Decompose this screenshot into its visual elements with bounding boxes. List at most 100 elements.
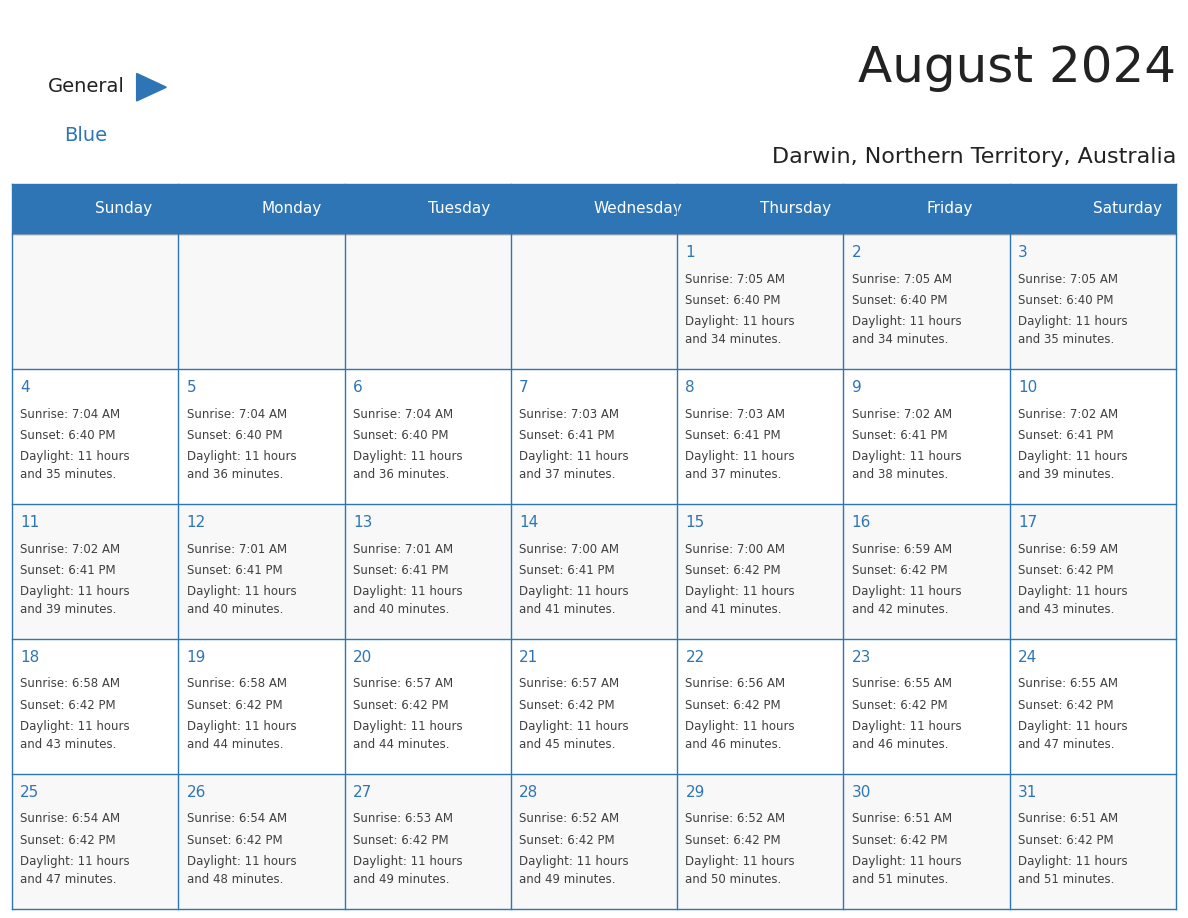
Bar [677, 504, 843, 639]
Text: Daylight: 11 hours: Daylight: 11 hours [852, 720, 961, 733]
Text: and 49 minutes.: and 49 minutes. [519, 873, 615, 886]
Text: 5: 5 [187, 380, 196, 395]
Bar [12, 774, 178, 909]
Text: Sunrise: 6:59 AM: Sunrise: 6:59 AM [852, 543, 952, 555]
Text: Daylight: 11 hours: Daylight: 11 hours [685, 315, 795, 328]
Text: Daylight: 11 hours: Daylight: 11 hours [1018, 585, 1127, 598]
Text: Daylight: 11 hours: Daylight: 11 hours [519, 585, 628, 598]
Text: Sunset: 6:42 PM: Sunset: 6:42 PM [20, 699, 115, 711]
Bar [345, 774, 511, 909]
Text: Sunset: 6:41 PM: Sunset: 6:41 PM [519, 564, 614, 577]
Text: August 2024: August 2024 [858, 44, 1176, 92]
Text: and 38 minutes.: and 38 minutes. [852, 468, 948, 481]
Bar [178, 639, 345, 774]
Text: 15: 15 [685, 515, 704, 530]
Text: and 36 minutes.: and 36 minutes. [187, 468, 283, 481]
Text: Daylight: 11 hours: Daylight: 11 hours [353, 585, 462, 598]
Text: and 46 minutes.: and 46 minutes. [852, 738, 948, 751]
Text: Daylight: 11 hours: Daylight: 11 hours [519, 720, 628, 733]
Text: 14: 14 [519, 515, 538, 530]
Text: Sunset: 6:42 PM: Sunset: 6:42 PM [353, 699, 448, 711]
Text: Daylight: 11 hours: Daylight: 11 hours [187, 720, 296, 733]
Text: and 50 minutes.: and 50 minutes. [685, 873, 782, 886]
Text: and 46 minutes.: and 46 minutes. [685, 738, 782, 751]
Text: Daylight: 11 hours: Daylight: 11 hours [187, 585, 296, 598]
Text: and 36 minutes.: and 36 minutes. [353, 468, 449, 481]
Text: 16: 16 [852, 515, 871, 530]
Text: Daylight: 11 hours: Daylight: 11 hours [20, 585, 129, 598]
Bar [677, 774, 843, 909]
Text: Sunset: 6:42 PM: Sunset: 6:42 PM [685, 834, 781, 846]
Bar [843, 234, 1010, 369]
Bar [843, 504, 1010, 639]
Text: Sunrise: 7:04 AM: Sunrise: 7:04 AM [187, 408, 286, 420]
Text: and 43 minutes.: and 43 minutes. [20, 738, 116, 751]
Text: 27: 27 [353, 785, 372, 800]
Text: Sunset: 6:41 PM: Sunset: 6:41 PM [20, 564, 115, 577]
Text: 29: 29 [685, 785, 704, 800]
Text: Daylight: 11 hours: Daylight: 11 hours [20, 720, 129, 733]
Text: 18: 18 [20, 650, 39, 665]
Text: Sunset: 6:40 PM: Sunset: 6:40 PM [187, 429, 282, 442]
Text: Daylight: 11 hours: Daylight: 11 hours [852, 450, 961, 463]
Text: Sunrise: 7:00 AM: Sunrise: 7:00 AM [685, 543, 785, 555]
Bar [511, 639, 677, 774]
Bar [511, 234, 677, 369]
Text: Sunset: 6:42 PM: Sunset: 6:42 PM [1018, 699, 1113, 711]
Bar [178, 234, 345, 369]
Text: Saturday: Saturday [1093, 201, 1162, 217]
Text: and 47 minutes.: and 47 minutes. [20, 873, 116, 886]
Text: Sunrise: 7:03 AM: Sunrise: 7:03 AM [685, 408, 785, 420]
Text: Sunset: 6:42 PM: Sunset: 6:42 PM [1018, 834, 1113, 846]
Bar [178, 504, 345, 639]
Text: Sunset: 6:42 PM: Sunset: 6:42 PM [519, 834, 614, 846]
Bar [511, 504, 677, 639]
Bar [677, 234, 843, 369]
Text: Friday: Friday [927, 201, 973, 217]
Text: Daylight: 11 hours: Daylight: 11 hours [1018, 450, 1127, 463]
Text: Sunset: 6:42 PM: Sunset: 6:42 PM [187, 699, 282, 711]
Text: 10: 10 [1018, 380, 1037, 395]
Bar [12, 504, 178, 639]
Text: and 48 minutes.: and 48 minutes. [187, 873, 283, 886]
Text: 26: 26 [187, 785, 206, 800]
Bar [1010, 234, 1176, 369]
Bar [511, 774, 677, 909]
Text: Sunset: 6:42 PM: Sunset: 6:42 PM [685, 564, 781, 577]
Text: Sunday: Sunday [95, 201, 152, 217]
Text: Sunset: 6:42 PM: Sunset: 6:42 PM [685, 699, 781, 711]
Text: Sunset: 6:40 PM: Sunset: 6:40 PM [852, 294, 947, 307]
Text: Sunrise: 6:59 AM: Sunrise: 6:59 AM [1018, 543, 1118, 555]
Text: and 39 minutes.: and 39 minutes. [1018, 468, 1114, 481]
Text: Sunset: 6:40 PM: Sunset: 6:40 PM [685, 294, 781, 307]
Bar [843, 639, 1010, 774]
Text: Sunrise: 6:56 AM: Sunrise: 6:56 AM [685, 677, 785, 690]
Text: Sunrise: 7:01 AM: Sunrise: 7:01 AM [353, 543, 453, 555]
Bar [511, 369, 677, 504]
Text: 9: 9 [852, 380, 861, 395]
Bar [345, 369, 511, 504]
Text: Sunrise: 7:02 AM: Sunrise: 7:02 AM [1018, 408, 1118, 420]
Text: General: General [48, 77, 125, 96]
Text: 4: 4 [20, 380, 30, 395]
Text: Sunset: 6:40 PM: Sunset: 6:40 PM [20, 429, 115, 442]
Text: Blue: Blue [64, 126, 107, 145]
Text: and 51 minutes.: and 51 minutes. [852, 873, 948, 886]
Text: Sunrise: 6:54 AM: Sunrise: 6:54 AM [187, 812, 286, 825]
Bar [1010, 504, 1176, 639]
Bar [677, 369, 843, 504]
Text: Sunset: 6:41 PM: Sunset: 6:41 PM [353, 564, 448, 577]
Text: Sunrise: 6:55 AM: Sunrise: 6:55 AM [852, 677, 952, 690]
Text: 17: 17 [1018, 515, 1037, 530]
Bar [12, 639, 178, 774]
Text: Sunrise: 7:04 AM: Sunrise: 7:04 AM [20, 408, 120, 420]
Text: 21: 21 [519, 650, 538, 665]
Text: and 39 minutes.: and 39 minutes. [20, 603, 116, 616]
Text: 24: 24 [1018, 650, 1037, 665]
Text: Daylight: 11 hours: Daylight: 11 hours [353, 855, 462, 868]
Text: 23: 23 [852, 650, 871, 665]
Polygon shape [137, 73, 166, 101]
Text: Daylight: 11 hours: Daylight: 11 hours [187, 450, 296, 463]
Text: Daylight: 11 hours: Daylight: 11 hours [852, 585, 961, 598]
Text: 30: 30 [852, 785, 871, 800]
